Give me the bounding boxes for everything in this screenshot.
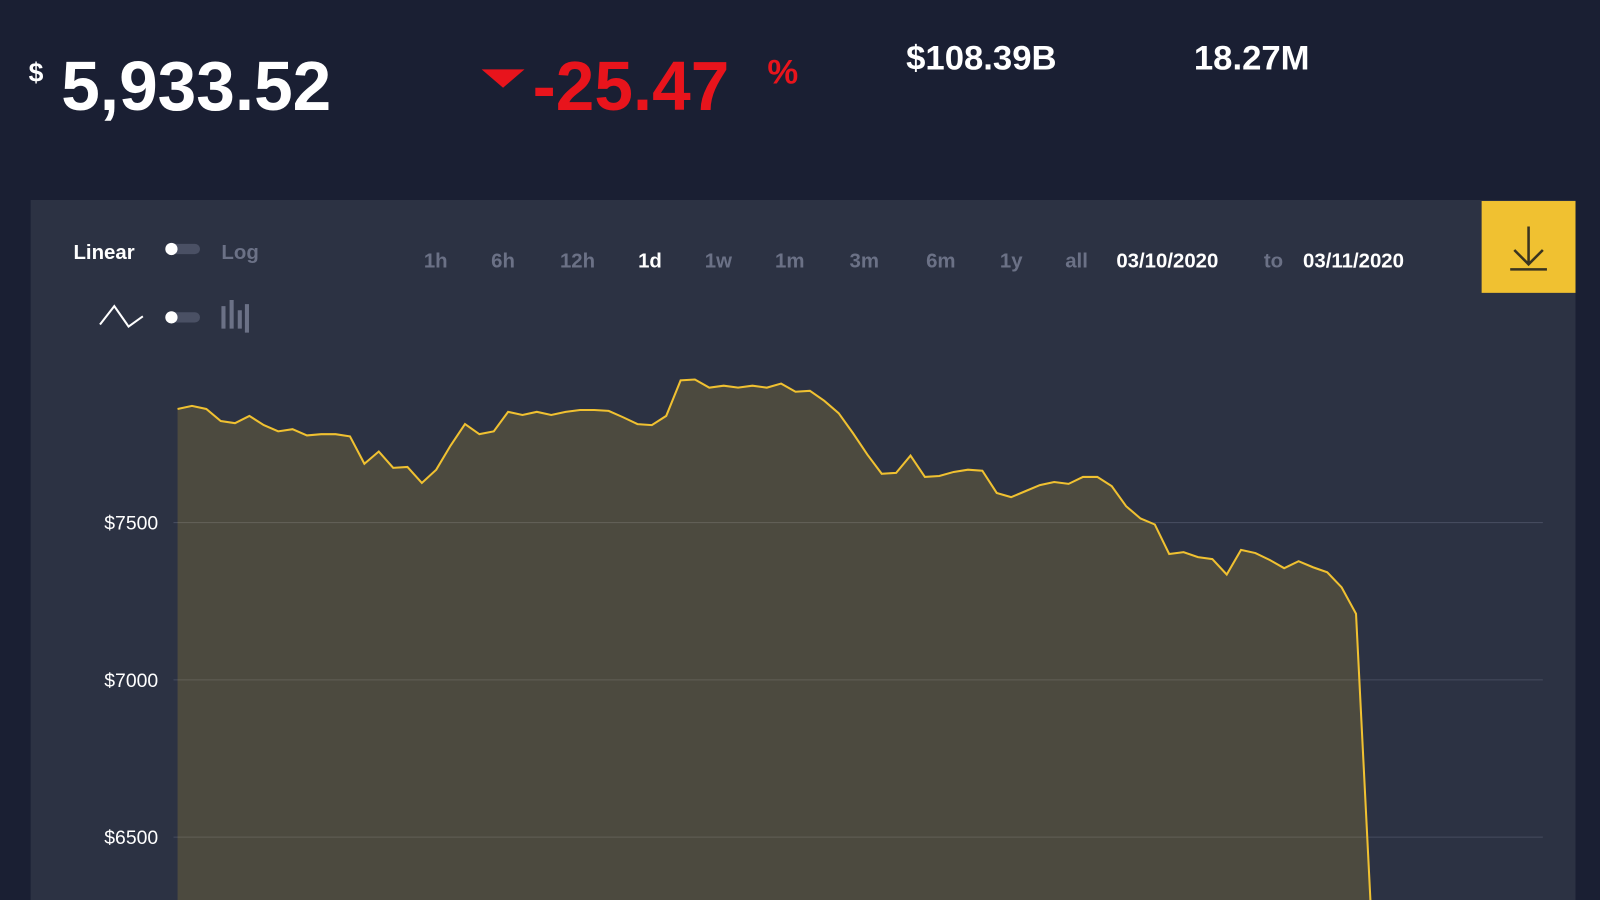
candle-icon[interactable] — [221, 300, 249, 333]
change: -25.47 — [533, 47, 730, 125]
range-button[interactable]: 6h — [491, 250, 515, 272]
range-button[interactable]: 1d — [638, 250, 662, 272]
range-button[interactable]: 12h — [560, 250, 595, 272]
line-icon[interactable] — [99, 304, 144, 328]
y-tick-label: $6500 — [104, 827, 158, 849]
range-button[interactable]: 1h — [424, 250, 448, 272]
range-button[interactable]: 3m — [850, 250, 879, 272]
download-icon — [1510, 226, 1547, 271]
date-separator: to — [1264, 250, 1283, 272]
linear-label[interactable]: Linear — [73, 242, 134, 264]
range-button[interactable]: all — [1065, 250, 1088, 272]
range-button[interactable]: 6m — [926, 250, 955, 272]
line — [177, 378, 1372, 900]
range-button[interactable]: 1m — [775, 250, 804, 272]
market-cap: $108.39B — [906, 39, 1056, 77]
log-label[interactable]: Log — [221, 242, 258, 264]
plot: $6500 $7000 $7500 — [104, 378, 1543, 900]
change-unit: % — [767, 54, 798, 92]
price: 5,933.52 — [61, 47, 331, 125]
y-tick-label: $7500 — [104, 513, 158, 535]
date-to[interactable]: 03/11/2020 — [1303, 250, 1404, 272]
toggle-knob — [165, 311, 178, 324]
toggle-knob — [165, 242, 178, 256]
volume: 18.27M — [1194, 39, 1310, 77]
currency-symbol: $ — [29, 58, 44, 88]
down-arrow — [481, 69, 525, 88]
range-button[interactable]: 1y — [1000, 250, 1023, 272]
area — [177, 379, 1371, 900]
date-from[interactable]: 03/10/2020 — [1116, 250, 1218, 272]
y-tick-label: $7000 — [104, 670, 158, 692]
chart-panel — [30, 200, 1576, 900]
range-buttons: 1h 6h 12h 1d 1w 1m 3m 6m 1y all — [424, 250, 1088, 272]
range-button[interactable]: 1w — [705, 250, 732, 272]
